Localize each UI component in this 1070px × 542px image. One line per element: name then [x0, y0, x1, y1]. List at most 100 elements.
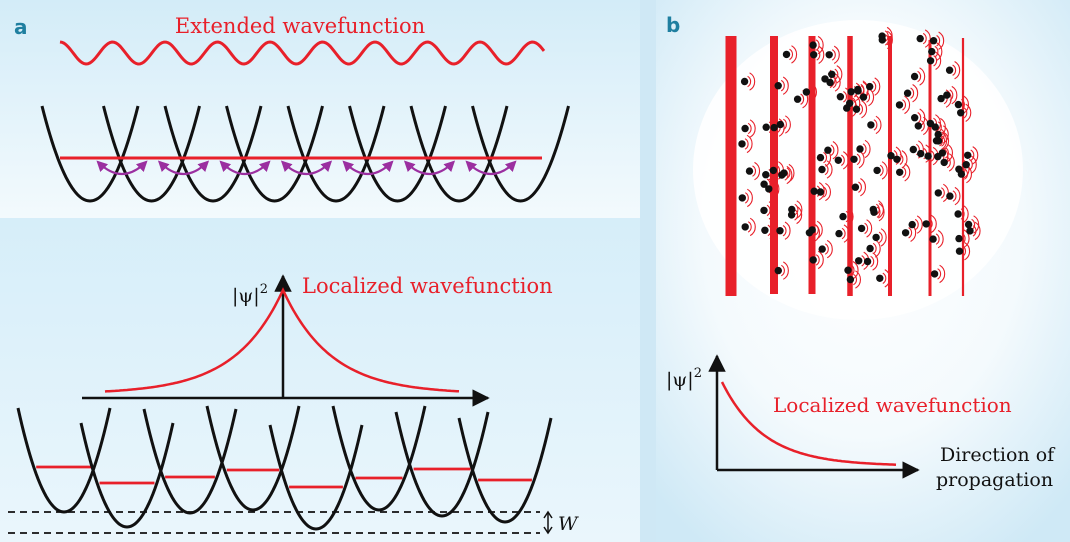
- ripple-arc: [936, 35, 941, 47]
- scatterer-dot: [934, 189, 942, 197]
- scatterer-dot: [962, 161, 970, 169]
- ripple-arc: [920, 120, 925, 132]
- ripple-arc: [771, 183, 776, 195]
- scatterer-dot: [809, 41, 817, 49]
- scatterer-dot: [818, 165, 826, 174]
- scatterer-dot: [852, 105, 861, 113]
- scatterer-dot: [741, 223, 749, 231]
- ripple-arc: [773, 179, 780, 199]
- ripple-arc: [842, 151, 849, 170]
- ripple-arc: [973, 215, 980, 234]
- scatterer-dot: [776, 227, 784, 235]
- scatterer-dot: [854, 87, 862, 95]
- scatterer-dot: [945, 66, 954, 74]
- scatterer-dot: [740, 77, 749, 86]
- scatterer-dot: [741, 124, 749, 133]
- scatterer-dot: [909, 145, 917, 154]
- scatterer-dot: [770, 123, 778, 132]
- ripple-arc: [752, 165, 756, 177]
- scatterer-dot: [810, 187, 818, 195]
- ripple-arc: [902, 166, 907, 178]
- panel-a-label: a: [14, 15, 28, 39]
- scatterer-dot: [782, 50, 791, 59]
- ripple-arc: [796, 205, 803, 225]
- panel-a-bottom-background: [0, 218, 640, 542]
- scatterer-dot: [924, 152, 932, 160]
- scatterer-dot: [788, 205, 796, 214]
- scatterer-dot: [836, 93, 845, 101]
- ripple-arc: [886, 30, 893, 50]
- ripple-arc: [834, 73, 841, 92]
- ripple-arc: [884, 269, 891, 288]
- ripple-arc: [815, 254, 820, 266]
- ripple-arc: [769, 221, 776, 240]
- scatterer-dot: [835, 229, 843, 238]
- wavefront-bar: [770, 36, 778, 294]
- ripple-arc: [843, 91, 847, 103]
- ripple-arc: [782, 76, 789, 95]
- scatterer-dot: [937, 94, 945, 103]
- ripple-arc: [914, 218, 919, 231]
- ripple-arc: [817, 250, 824, 270]
- ripple-arc: [964, 242, 971, 261]
- ripple-arc: [937, 229, 944, 249]
- scatterer-dot: [955, 247, 964, 255]
- ripple-arc: [776, 164, 780, 177]
- ripple-arc: [876, 206, 881, 218]
- ripple-arc: [934, 45, 939, 58]
- tunneling-arrow: [219, 160, 271, 176]
- ripple-arc: [826, 239, 833, 259]
- ripple-arc: [941, 135, 946, 147]
- wavefront-bar: [725, 36, 737, 296]
- ripple-arc: [800, 93, 805, 105]
- extended-wave-curve: [59, 40, 546, 66]
- wavefront-bar: [808, 36, 816, 294]
- potential-well: [457, 417, 553, 524]
- scatterer-dot: [954, 210, 962, 218]
- scatterer-dot: [910, 72, 919, 81]
- ripple-arc: [768, 169, 773, 181]
- ripple-arc: [930, 214, 937, 234]
- ripple-arc: [875, 115, 882, 135]
- scatterer-dot: [964, 151, 972, 159]
- ripple-arc: [860, 178, 866, 197]
- ripple-arc: [886, 26, 893, 46]
- ripple-arc: [879, 164, 884, 177]
- ripple-arc: [912, 84, 919, 103]
- ripple-arc: [962, 245, 966, 257]
- scatterer-dot: [903, 89, 912, 97]
- ripple-arc: [928, 218, 933, 230]
- potential-well: [16, 407, 112, 514]
- ripple-arc: [915, 143, 920, 156]
- scatterer-dot: [914, 122, 922, 130]
- ripple-arc: [796, 200, 803, 219]
- localized-wavefunction-title: Localized wavefunction: [302, 274, 553, 298]
- scatterer-dot: [760, 180, 768, 188]
- ripple-arc: [949, 89, 954, 101]
- ripple-arc: [940, 187, 945, 199]
- scatterer-dot: [908, 220, 916, 229]
- scatterer-dot: [926, 57, 935, 65]
- scatterer-dot: [818, 245, 826, 253]
- panel-b-psi-squared-label: |ψ|2: [666, 366, 702, 391]
- scatterer-dot: [929, 235, 937, 243]
- scatterer-dot: [940, 158, 948, 167]
- scatterer-dot: [839, 212, 847, 221]
- tunneling-arrow: [96, 160, 148, 176]
- propagation-label: propagation: [936, 469, 1053, 491]
- panel-divider: [640, 0, 656, 542]
- scatterer-dot: [776, 120, 784, 129]
- ripple-arc: [832, 141, 839, 160]
- ripple-arc: [866, 91, 870, 103]
- scatterer-dot: [810, 51, 818, 59]
- scatterer-dot: [955, 234, 963, 243]
- potential-well: [205, 405, 301, 512]
- scatterer-dot: [793, 95, 802, 103]
- ripple-arc: [963, 107, 968, 119]
- ripple-arc: [831, 49, 836, 61]
- scatterer-dot: [738, 140, 746, 148]
- ripple-arc: [880, 228, 887, 247]
- ripple-arc: [861, 100, 868, 119]
- decay-curve: [720, 381, 897, 466]
